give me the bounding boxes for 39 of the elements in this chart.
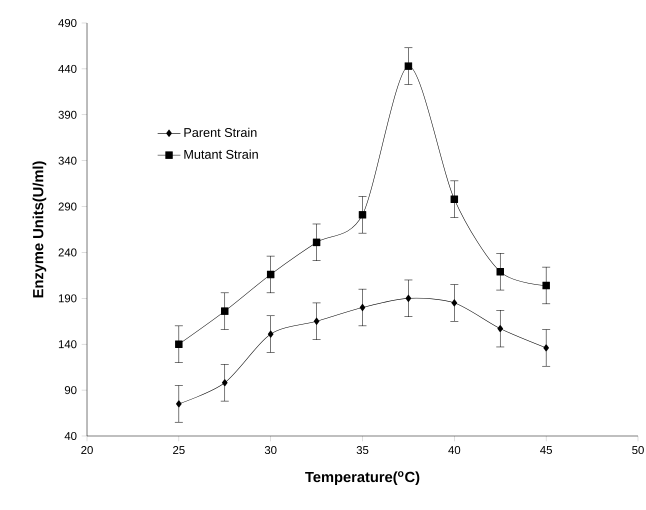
- point: [222, 379, 228, 386]
- point: [266, 270, 274, 278]
- point: [404, 62, 412, 70]
- legend-label: Parent Strain: [184, 128, 256, 138]
- point: [542, 282, 550, 290]
- point: [496, 268, 504, 276]
- y-tick-label: 490: [58, 18, 77, 28]
- y-tick-label: 290: [58, 202, 77, 211]
- y-tick-label: 240: [58, 248, 77, 256]
- x-tick-label: 40: [448, 446, 460, 454]
- y-tick-label: 390: [58, 110, 77, 119]
- point: [358, 211, 366, 219]
- point: [268, 330, 274, 338]
- y-tick-label: 140: [58, 340, 77, 348]
- point: [450, 195, 458, 203]
- point: [176, 400, 182, 408]
- x-axis-title: Temperature($^{o}$C): [305, 471, 420, 486]
- point: [497, 324, 504, 332]
- point: [406, 294, 412, 302]
- point: [451, 299, 458, 307]
- point: [360, 304, 366, 312]
- point: [543, 344, 550, 352]
- point: [175, 340, 183, 348]
- y-tick-label: 340: [58, 156, 77, 165]
- y-tick-label: 190: [58, 294, 77, 302]
- y-tick-label: 440: [58, 64, 77, 73]
- legend-label: Mutant Strain: [184, 150, 258, 159]
- point: [221, 307, 228, 315]
- y-tick-label: 90: [64, 386, 77, 394]
- x-tick-label: 35: [356, 446, 368, 454]
- x-tick-label: 50: [632, 446, 644, 454]
- y-axis-title: Enzyme Units(U/ml): [32, 161, 46, 298]
- y-tick-label: 40: [64, 432, 77, 440]
- x-tick-label: 20: [81, 446, 93, 454]
- x-tick-label: 30: [264, 446, 277, 454]
- point: [312, 238, 320, 246]
- x-tick-label: 25: [173, 446, 185, 454]
- x-tick-label: 45: [540, 446, 552, 454]
- point: [314, 318, 320, 326]
